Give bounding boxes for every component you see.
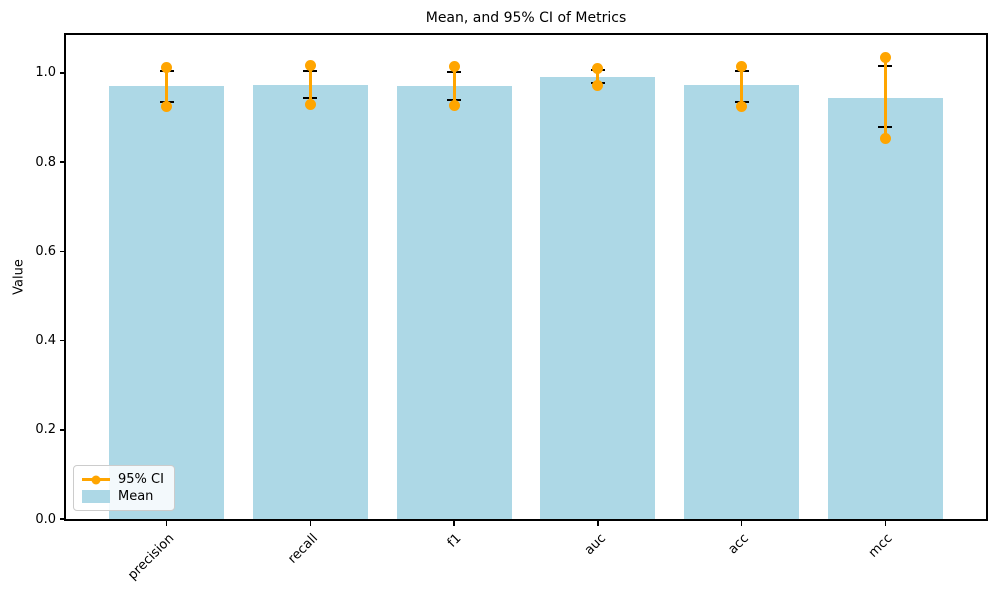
y-tick-label-0.6: 0.6 <box>35 243 56 259</box>
x-tick-label-text-acc: acc <box>725 531 753 558</box>
bar-auc <box>540 76 656 519</box>
ci-marker-icon <box>91 475 101 484</box>
mean-patch-swatch-icon <box>82 490 110 503</box>
legend: 95% CI Mean <box>73 465 175 511</box>
y-tick-label-0.2: 0.2 <box>35 422 56 438</box>
ci-line-precision <box>165 67 169 107</box>
ci-dot-low-auc <box>592 80 604 92</box>
y-tick-0.0 <box>60 518 66 520</box>
x-tick-label-text-precision: precision <box>125 531 178 584</box>
x-tick-acc <box>740 521 743 526</box>
y-tick-label-1.0: 1.0 <box>35 65 56 81</box>
plot-area: 95% CI Mean <box>64 33 988 521</box>
chart-title: Mean, and 95% CI of Metrics <box>425 10 627 26</box>
bar-recall <box>252 84 368 519</box>
y-tick-label-0.4: 0.4 <box>35 333 56 349</box>
x-tick-label-text-mcc: mcc <box>866 531 896 561</box>
ci-line-auc <box>596 68 600 86</box>
ci-dot-high-auc <box>592 62 604 74</box>
x-tick-precision <box>165 521 168 526</box>
y-tick-0.6 <box>60 250 66 253</box>
legend-label-ci: 95% CI <box>118 472 164 487</box>
y-tick-label-0.8: 0.8 <box>35 154 56 170</box>
y-axis-label: Value <box>11 259 27 295</box>
legend-label-mean: Mean <box>118 489 154 504</box>
ci-line-acc <box>740 66 744 107</box>
ci-dot-low-precision <box>161 101 173 113</box>
y-tick-label-0.0: 0.0 <box>35 511 56 527</box>
ci-line-f1 <box>452 66 456 106</box>
ci-dot-high-precision <box>161 61 173 73</box>
bar-precision <box>109 86 225 519</box>
x-tick-mcc <box>884 521 887 526</box>
ci-dot-low-acc <box>736 101 748 113</box>
bar-acc <box>684 85 800 519</box>
ci-dot-high-f1 <box>448 61 460 73</box>
ci-dot-high-mcc <box>879 52 891 64</box>
x-tick-label-text-recall: recall <box>285 531 321 567</box>
ci-line-swatch-icon <box>82 475 110 484</box>
legend-item-mean: Mean <box>82 488 164 505</box>
ci-line-mcc <box>883 57 887 139</box>
x-tick-label-text-f1: f1 <box>445 531 465 551</box>
ci-dot-low-mcc <box>879 132 891 144</box>
bar-mcc <box>827 97 943 519</box>
x-tick-label-text-auc: auc <box>581 531 609 559</box>
ci-line-recall <box>308 65 312 105</box>
x-tick-recall <box>309 521 312 526</box>
ci-dot-high-acc <box>736 61 748 73</box>
ci-dot-high-recall <box>304 60 316 72</box>
ci-dot-low-f1 <box>448 100 460 112</box>
x-tick-auc <box>597 521 599 526</box>
x-tick-f1 <box>453 521 455 526</box>
y-tick-0.8 <box>60 161 66 163</box>
y-tick-0.4 <box>60 339 66 342</box>
y-tick-0.2 <box>60 428 66 431</box>
ci-dot-low-recall <box>304 98 316 110</box>
y-tick-1.0 <box>60 72 66 74</box>
legend-item-ci: 95% CI <box>82 471 164 488</box>
bar-f1 <box>396 85 512 519</box>
